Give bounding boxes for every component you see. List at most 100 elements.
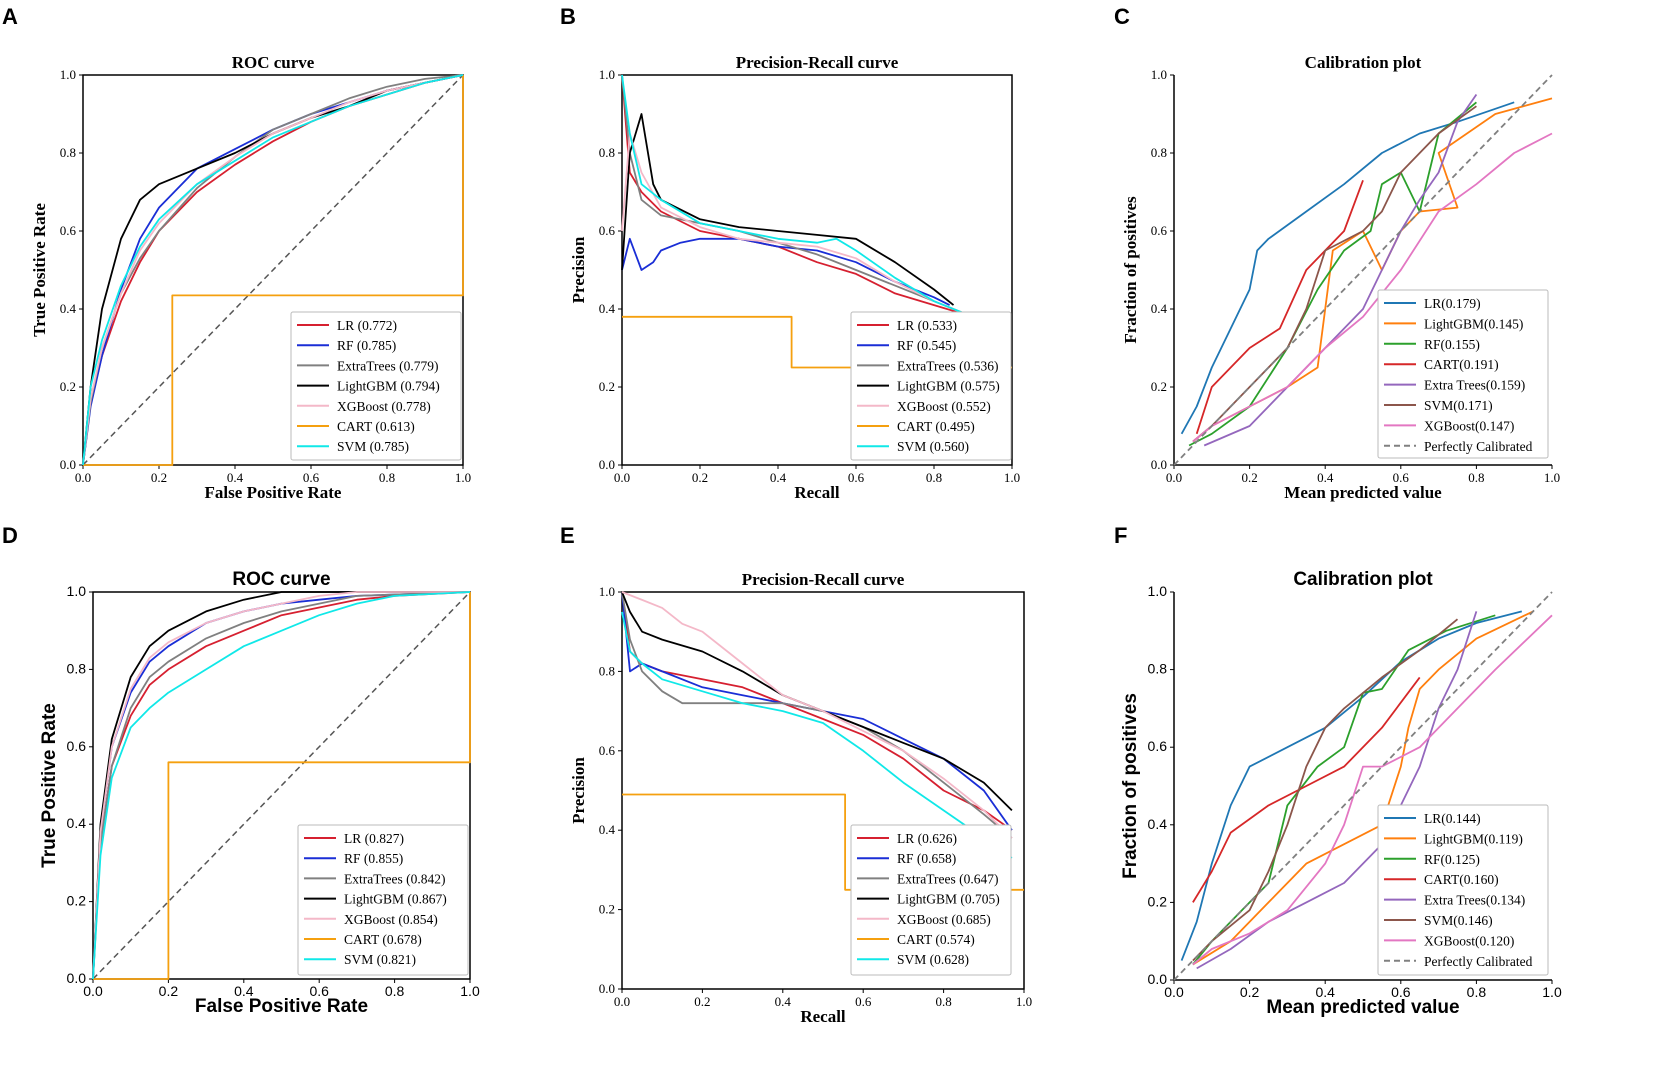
x-tick-label: 0.2 xyxy=(159,983,179,999)
x-tick-label: 0.6 xyxy=(1393,470,1410,485)
y-tick-label: 0.8 xyxy=(67,660,87,676)
chart-title: Calibration plot xyxy=(1293,569,1433,590)
legend-label: LightGBM(0.119) xyxy=(1424,831,1523,846)
y-tick-label: 0.6 xyxy=(67,738,87,754)
chart-title: ROC curve xyxy=(232,53,315,72)
chance-diagonal xyxy=(82,74,464,466)
y-tick-label: 1.0 xyxy=(599,67,615,82)
x-tick-label: 0.8 xyxy=(1468,470,1484,485)
y-tick-label: 0.2 xyxy=(1148,893,1168,909)
legend-label: ExtraTrees (0.842) xyxy=(344,871,445,886)
legend-box xyxy=(290,311,462,461)
legend-label: XGBoost(0.120) xyxy=(1424,933,1514,948)
y-tick-label: 0.6 xyxy=(599,743,616,758)
y-tick-label: 0.0 xyxy=(599,981,615,996)
y-tick-label: 1.0 xyxy=(599,584,615,599)
legend-label: ExtraTrees (0.536) xyxy=(897,358,998,373)
series-line-lr xyxy=(621,74,1001,330)
chart-title: Calibration plot xyxy=(1305,53,1422,72)
series-line-xgboost xyxy=(1192,132,1553,443)
series-line-cart xyxy=(1195,179,1364,435)
x-tick-label: 0.6 xyxy=(855,994,872,1009)
series-line-extratrees xyxy=(621,591,1013,839)
legend-label: Extra Trees(0.134) xyxy=(1424,893,1525,908)
series-line-lr xyxy=(1180,101,1515,435)
legend-label: LR (0.626) xyxy=(897,831,957,846)
legend: LR (0.772) RF (0.785) ExtraTrees (0.779) Li… xyxy=(290,311,462,461)
legend-box xyxy=(1377,289,1549,459)
series-line-lr xyxy=(1180,610,1523,961)
y-axis-label: Precision xyxy=(569,236,588,303)
legend-label: LightGBM(0.145) xyxy=(1424,316,1523,331)
y-tick-label: 0.4 xyxy=(60,301,77,316)
legend-label: LR (0.533) xyxy=(897,318,957,333)
series-line-lightgbm xyxy=(621,113,955,306)
y-tick-label: 0.2 xyxy=(599,379,615,394)
x-tick-label: 0.4 xyxy=(1317,470,1334,485)
x-tick-label: 0.4 xyxy=(770,470,787,485)
legend-label: CART(0.160) xyxy=(1424,872,1499,887)
y-tick-label: 0.8 xyxy=(1151,145,1167,160)
x-tick-label: 0.0 xyxy=(83,983,103,999)
x-tick-label: 1.0 xyxy=(460,983,480,999)
legend-label: SVM (0.628) xyxy=(897,952,969,967)
legend: LR(0.179) LightGBM(0.145) RF(0.155) CART(0.… xyxy=(1377,289,1549,459)
legend-label: Perfectly Calibrated xyxy=(1424,954,1533,969)
y-tick-label: 1.0 xyxy=(1148,583,1168,599)
legend-label: XGBoost (0.685) xyxy=(897,912,991,927)
legend-label: Extra Trees(0.159) xyxy=(1424,378,1525,393)
legend-box xyxy=(297,824,469,976)
panel-letter: B xyxy=(560,4,576,29)
x-tick-label: 0.0 xyxy=(1166,470,1182,485)
series-line-perfectly-calibrated xyxy=(1173,74,1553,466)
x-tick-label: 0.2 xyxy=(1240,984,1260,1000)
panel-c: C Calibration plot 0.0 0.2 0.4 0.6 0.8 1.0 0.0 0.… xyxy=(1114,4,1560,502)
panel-d: D ROC curve 0.0 0.2 0.4 0.6 0.8 1.0 0.0 0.2 0.4 0.6… xyxy=(2,523,480,1017)
x-tick-label: 0.8 xyxy=(379,470,395,485)
legend-label: LightGBM (0.705) xyxy=(897,892,1000,907)
series-line-lightgbm xyxy=(1192,610,1534,966)
x-axis-label: False Positive Rate xyxy=(195,996,368,1017)
x-axis-label: False Positive Rate xyxy=(205,483,342,502)
legend-label: CART (0.678) xyxy=(344,932,422,947)
y-axis-label: True Positive Rate xyxy=(39,703,60,868)
panel-e: E Precision-Recall curve 0.0 0.2 0.4 0.6 0.8 1.… xyxy=(560,523,1032,1026)
y-tick-label: 0.0 xyxy=(1148,971,1168,987)
y-tick-label: 0.8 xyxy=(599,145,615,160)
y-tick-label: 0.6 xyxy=(599,223,616,238)
y-tick-label: 0.4 xyxy=(67,815,87,831)
y-tick-label: 0.2 xyxy=(60,379,76,394)
x-tick-label: 0.0 xyxy=(75,470,91,485)
legend-label: Perfectly Calibrated xyxy=(1424,439,1533,454)
y-tick-label: 0.0 xyxy=(1151,457,1167,472)
legend-label: LightGBM (0.794) xyxy=(337,379,440,394)
legend: LR (0.626) RF (0.658) ExtraTrees (0.647) Li… xyxy=(850,824,1012,976)
y-axis-label: True Positive Rate xyxy=(30,203,49,337)
series-line-xgboost xyxy=(1192,614,1553,966)
legend-label: XGBoost(0.147) xyxy=(1424,418,1514,433)
x-tick-label: 0.4 xyxy=(775,994,792,1009)
legend: LR(0.144) LightGBM(0.119) RF(0.125) CART(0.… xyxy=(1377,804,1549,976)
panel-letter: E xyxy=(560,523,575,548)
y-tick-label: 0.0 xyxy=(60,457,76,472)
chance-diagonal xyxy=(92,591,471,980)
legend-label: CART (0.495) xyxy=(897,419,975,434)
panel-letter: F xyxy=(1114,523,1127,548)
legend-label: CART (0.613) xyxy=(337,419,415,434)
series-line-svm xyxy=(1192,618,1459,962)
x-tick-label: 0.6 xyxy=(303,470,320,485)
y-tick-label: 0.6 xyxy=(1151,223,1168,238)
legend-label: ExtraTrees (0.779) xyxy=(337,358,438,373)
x-tick-label: 1.0 xyxy=(1016,994,1032,1009)
legend-label: XGBoost (0.552) xyxy=(897,399,991,414)
legend: LR (0.827) RF (0.855) ExtraTrees (0.842) Li… xyxy=(297,824,469,976)
x-tick-label: 0.0 xyxy=(614,994,630,1009)
y-tick-label: 0.8 xyxy=(599,663,615,678)
y-tick-label: 0.6 xyxy=(60,223,77,238)
legend-label: ExtraTrees (0.647) xyxy=(897,871,998,886)
series-line-rf xyxy=(1188,101,1477,447)
y-axis-label: Fraction of positives xyxy=(1120,693,1141,879)
legend-label: CART(0.191) xyxy=(1424,357,1499,372)
legend: LR (0.533) RF (0.545) ExtraTrees (0.536) Li… xyxy=(850,311,1012,461)
